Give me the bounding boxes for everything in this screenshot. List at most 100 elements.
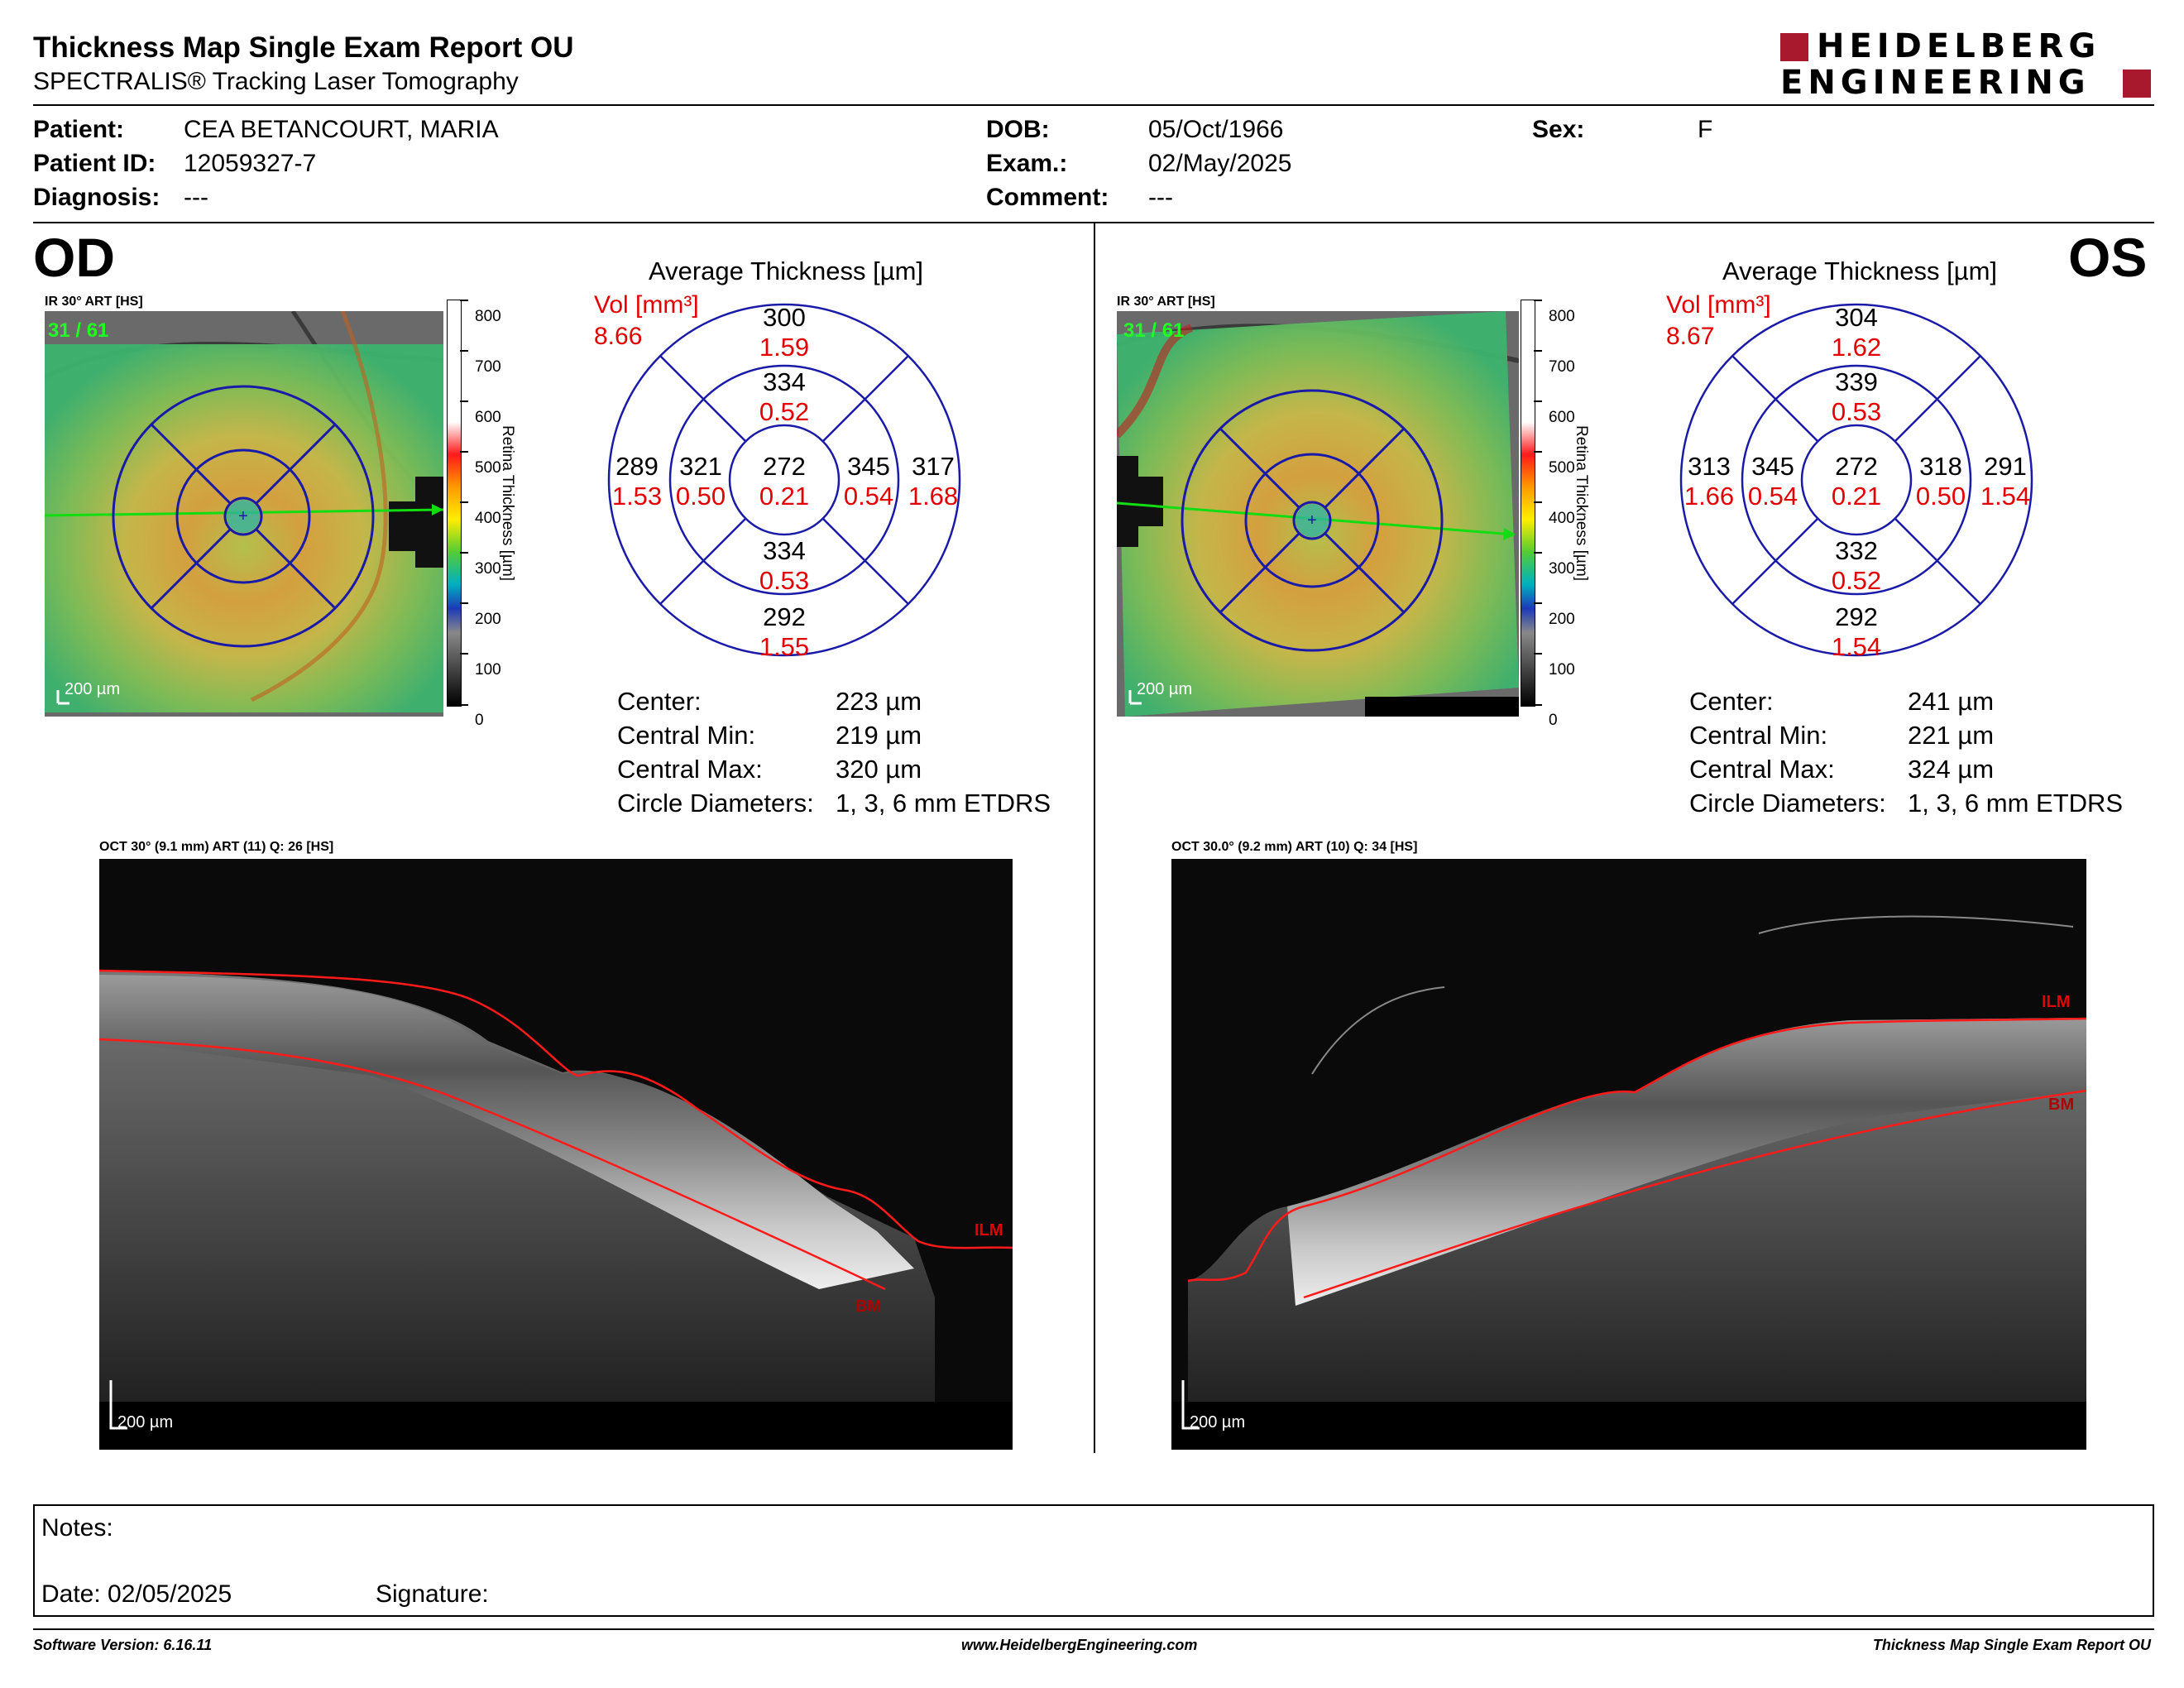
od-outer-temp-thk: 289 <box>615 452 659 481</box>
od-stat-min-value: 219 µm <box>836 721 922 750</box>
os-center-vol: 0.21 <box>1832 482 1881 511</box>
od-oct-scale: 200 µm <box>117 1413 174 1431</box>
os-inner-nas-thk: 318 <box>1919 452 1962 481</box>
date-label: Date: 02/05/2025 <box>41 1580 232 1608</box>
os-eye-label: OS <box>2068 227 2148 288</box>
od-tick-100: 100 <box>475 661 501 679</box>
os-fundus-counter: 31 / 61 <box>1123 319 1185 342</box>
os-chart-title: Average Thickness [µm] <box>1722 257 1998 285</box>
os-tick-0: 0 <box>1549 712 1558 729</box>
os-stat-min-label: Central Min: <box>1689 721 1828 750</box>
od-tick-300: 300 <box>475 560 501 578</box>
od-stat-max-label: Central Max: <box>617 755 763 784</box>
os-inner-nas-vol: 0.50 <box>1916 482 1966 511</box>
patient-label: Patient: <box>33 116 125 143</box>
od-inner-sup-vol: 0.52 <box>759 397 809 426</box>
os-tick-800: 800 <box>1549 308 1575 325</box>
diagnosis-label: Diagnosis: <box>33 184 160 211</box>
os-colorbar-tick-labels: 800 700 600 500 400 300 200 100 0 <box>1549 291 1590 746</box>
od-fundus-counter: 31 / 61 <box>48 319 109 342</box>
od-colorbar-tick-labels: 800 700 600 500 400 300 200 100 0 <box>475 291 516 746</box>
od-tick-200: 200 <box>475 611 501 628</box>
od-tick-500: 500 <box>475 459 501 477</box>
od-inner-nas-thk: 345 <box>847 452 890 481</box>
footer-report-name: Thickness Map Single Exam Report OU <box>1872 1637 2151 1653</box>
od-stat-min-label: Central Min: <box>617 721 756 750</box>
comment-label: Comment: <box>986 184 1109 211</box>
os-etdrs-overlay: + <box>1117 389 1516 705</box>
od-colorbar-label: Retina Thickness [µm] <box>499 425 516 581</box>
os-outer-sup-vol: 1.62 <box>1832 333 1881 362</box>
od-inner-temp-thk: 321 <box>679 452 722 481</box>
comment-value: --- <box>1148 184 1173 211</box>
software-version: Software Version: 6.16.11 <box>33 1637 213 1653</box>
notes-box: Notes: Date: 02/05/2025 Signature: <box>33 1504 2154 1617</box>
od-tick-700: 700 <box>475 358 501 376</box>
os-tick-700: 700 <box>1549 358 1575 376</box>
os-colorbar-label: Retina Thickness [µm] <box>1573 425 1590 581</box>
od-outer-temp-vol: 1.53 <box>612 482 662 511</box>
os-stats: Center: 241 µm Central Min: 221 µm Central… <box>1689 687 2153 822</box>
website-link[interactable]: www.HeidelbergEngineering.com <box>961 1637 1198 1653</box>
os-colorbar <box>1521 300 1535 707</box>
notes-label: Notes: <box>41 1514 113 1542</box>
os-inner-sup-vol: 0.53 <box>1832 397 1881 426</box>
od-inner-inf-vol: 0.53 <box>759 566 809 595</box>
os-bm-label: BM <box>2048 1096 2075 1114</box>
os-inner-inf-thk: 332 <box>1835 536 1878 565</box>
od-outer-nas-thk: 317 <box>912 452 955 481</box>
od-fundus-scale: 200 µm <box>65 680 121 698</box>
os-stat-center-value: 241 µm <box>1908 687 1995 716</box>
os-outer-temp-thk: 313 <box>1688 452 1731 481</box>
od-inner-inf-thk: 334 <box>763 536 806 565</box>
od-outer-inf-thk: 292 <box>763 602 806 631</box>
center-divider <box>1094 223 1095 1453</box>
od-outer-nas-vol: 1.68 <box>908 482 958 511</box>
os-stat-center-label: Center: <box>1689 687 1774 716</box>
exam-value: 02/May/2025 <box>1148 150 1292 177</box>
od-eye-label: OD <box>33 227 115 288</box>
od-etdrs-chart: 300 1.59 334 0.52 289 1.53 321 0.50 272 … <box>607 303 961 661</box>
od-oct-image: ILM BM 200 µm <box>99 859 1013 1450</box>
od-stat-center-label: Center: <box>617 687 702 716</box>
od-outer-sup-thk: 300 <box>763 303 806 332</box>
os-outer-temp-vol: 1.66 <box>1684 482 1734 511</box>
diagnosis-value: --- <box>184 184 208 211</box>
os-oct-image: ILM BM 200 µm <box>1171 859 2086 1450</box>
os-outer-inf-vol: 1.54 <box>1832 632 1881 661</box>
signature-label: Signature: <box>376 1580 489 1608</box>
od-vol-label: Vol [mm³] <box>594 291 699 319</box>
od-colorbar-ticks <box>460 300 468 706</box>
footer-divider <box>33 1628 2154 1630</box>
dob-value: 05/Oct/1966 <box>1148 116 1284 143</box>
os-inner-inf-vol: 0.52 <box>1832 566 1881 595</box>
os-oct-title: OCT 30.0° (9.2 mm) ART (10) Q: 34 [HS] <box>1171 840 1418 854</box>
od-center-thk: 272 <box>763 452 806 481</box>
os-center-thk: 272 <box>1835 452 1878 481</box>
patient-divider <box>33 222 2154 223</box>
od-ilm-label: ILM <box>975 1221 1003 1240</box>
od-vol-total: 8.66 <box>594 323 643 350</box>
os-outer-nas-thk: 291 <box>1984 452 2027 481</box>
svg-text:+: + <box>1307 511 1317 530</box>
od-tick-800: 800 <box>475 308 501 325</box>
patient-id-value: 12059327-7 <box>184 150 317 177</box>
od-stat-center-value: 223 µm <box>836 687 922 716</box>
od-bm-label: BM <box>855 1297 882 1316</box>
od-stat-diam-value: 1, 3, 6 mm ETDRS <box>836 789 1051 818</box>
os-tick-400: 400 <box>1549 510 1575 527</box>
od-outer-inf-vol: 1.55 <box>759 632 809 661</box>
os-tick-300: 300 <box>1549 560 1575 578</box>
dob-label: DOB: <box>986 116 1050 143</box>
os-outer-inf-thk: 292 <box>1835 602 1878 631</box>
od-colorbar <box>447 300 462 707</box>
od-stat-diam-label: Circle Diameters: <box>617 789 814 818</box>
od-inner-nas-vol: 0.54 <box>844 482 893 511</box>
od-fundus-title: IR 30° ART [HS] <box>45 295 143 309</box>
os-tick-100: 100 <box>1549 661 1575 679</box>
od-etdrs-overlay: + <box>45 385 443 705</box>
logo-line1: HEIDELBERG <box>1817 27 2101 65</box>
os-stat-max-label: Central Max: <box>1689 755 1835 784</box>
os-ilm-label: ILM <box>2042 993 2071 1011</box>
od-tick-400: 400 <box>475 510 501 527</box>
